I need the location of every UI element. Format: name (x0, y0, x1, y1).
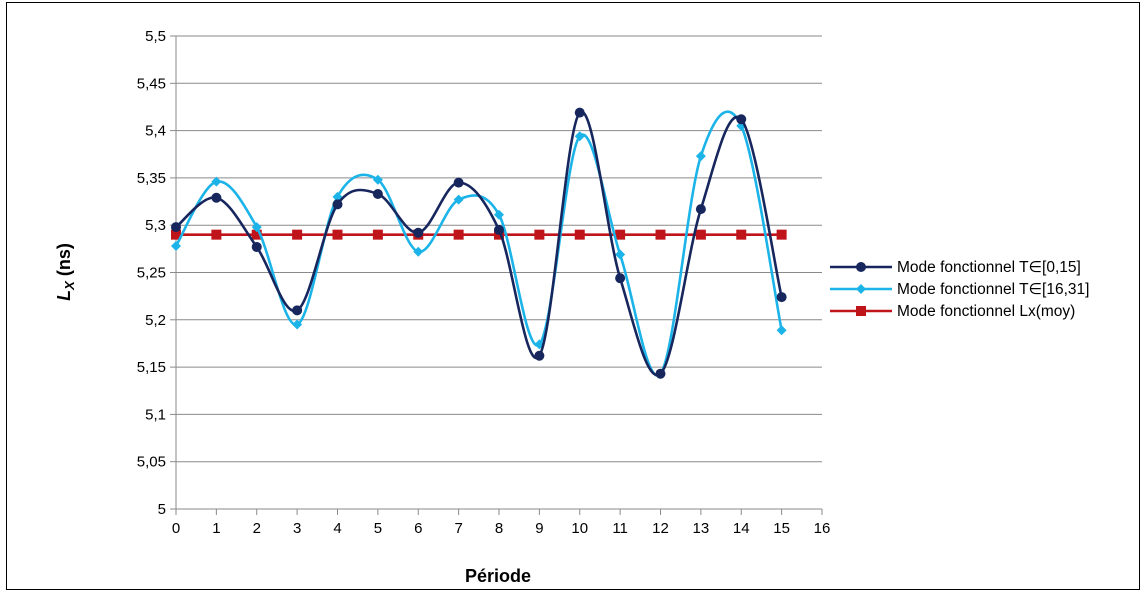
x-tick-label: 5 (374, 520, 382, 537)
y-tick-label: 5,45 (137, 75, 166, 92)
data-point (251, 241, 262, 252)
x-tick-label: 7 (454, 520, 462, 537)
data-point (292, 229, 303, 240)
chart-frame (6, 2, 1140, 590)
y-tick-label: 5 (158, 501, 166, 518)
series-layer (171, 107, 787, 379)
data-point (695, 229, 706, 240)
x-tick-label: 3 (293, 520, 301, 537)
legend-item: Mode fonctionnel T∈[16,31] (830, 281, 1089, 298)
data-point (574, 229, 585, 240)
y-tick-label: 5,05 (137, 454, 166, 471)
data-point (453, 177, 464, 188)
legend-label: Mode fonctionnel T∈[16,31] (897, 281, 1089, 298)
y-tick-label: 5,4 (145, 123, 166, 140)
data-point (615, 249, 626, 260)
x-tick-label: 11 (612, 520, 628, 537)
y-axis-title-sub: X (62, 280, 77, 291)
axes (170, 35, 823, 515)
y-tick-label: 5,2 (145, 312, 166, 329)
legend-item: Mode fonctionnel T∈[0,15] (830, 259, 1081, 276)
y-axis-title-unit: (ns) (54, 243, 74, 281)
data-point (534, 350, 545, 361)
x-tick-label: 0 (172, 520, 180, 537)
x-axis-title: Période (465, 566, 531, 586)
data-point (574, 107, 585, 118)
data-point (171, 229, 181, 240)
data-point (413, 227, 424, 238)
legend-label: Mode fonctionnel T∈[0,15] (897, 259, 1081, 276)
data-point (453, 229, 464, 240)
series-3 (171, 229, 787, 240)
x-tick-label: 12 (652, 520, 669, 537)
y-tick-label: 5,3 (145, 217, 166, 234)
data-point (494, 209, 504, 220)
y-tick-label: 5,25 (137, 265, 166, 282)
data-point (615, 273, 626, 284)
data-point (171, 222, 181, 233)
data-point (453, 194, 464, 205)
data-point (776, 229, 787, 240)
data-point (211, 176, 222, 187)
data-point (251, 222, 262, 233)
y-tick-label: 5,35 (137, 170, 166, 187)
data-point (534, 229, 545, 240)
x-tick-label: 1 (212, 520, 220, 537)
x-tick-label: 6 (414, 520, 422, 537)
legend-marker (856, 306, 866, 316)
data-point (211, 229, 222, 240)
legend: Mode fonctionnel T∈[0,15] Mode fonctionne… (830, 259, 1089, 320)
data-point (251, 229, 262, 240)
data-point (332, 199, 343, 210)
data-point (695, 151, 706, 162)
data-point (776, 292, 787, 303)
y-tick-label: 5,1 (145, 406, 166, 423)
data-point (736, 229, 747, 240)
data-point (372, 188, 383, 199)
data-point (372, 229, 383, 240)
x-tick-label: 4 (333, 520, 341, 537)
x-tick-label: 2 (253, 520, 261, 537)
data-point (171, 241, 181, 252)
data-point (292, 305, 303, 316)
x-tick-label: 9 (535, 520, 543, 537)
y-axis-title: LX (ns) (54, 243, 77, 301)
series-1 (171, 107, 787, 379)
data-point (494, 224, 504, 235)
data-point (615, 229, 626, 240)
x-tick-label: 14 (733, 520, 750, 537)
data-point (776, 325, 787, 336)
data-point (292, 319, 303, 330)
x-tick-label: 15 (773, 520, 790, 537)
y-tick-label: 5,15 (137, 359, 166, 376)
legend-item: Mode fonctionnel Lx(moy) (830, 303, 1075, 320)
data-point (736, 114, 747, 125)
x-tick-label: 8 (495, 520, 503, 537)
data-point (574, 131, 585, 142)
y-axis-title-main: L (54, 290, 74, 301)
x-tick-labels: 0 1 2 3 4 5 6 7 8 9 10 11 12 13 14 15 16 (172, 520, 831, 537)
x-tick-label: 10 (571, 520, 588, 537)
data-point (332, 229, 343, 240)
x-tick-label: 16 (814, 520, 831, 537)
y-tick-labels: 5 5,05 5,1 5,15 5,2 5,25 5,3 5,35 5,4 5,45 5,5 (137, 28, 166, 518)
legend-label: Mode fonctionnel Lx(moy) (897, 303, 1075, 320)
legend-marker (856, 284, 866, 294)
series-line (174, 110, 783, 377)
data-point (695, 204, 706, 215)
y-tick-label: 5,5 (145, 28, 166, 45)
data-point (211, 192, 222, 203)
series-line (175, 110, 783, 377)
x-tick-label: 13 (693, 520, 710, 537)
data-point (655, 368, 666, 379)
series-2 (171, 110, 787, 379)
data-point (655, 229, 666, 240)
data-point (413, 246, 424, 257)
data-point (372, 174, 383, 185)
legend-marker (856, 262, 866, 272)
